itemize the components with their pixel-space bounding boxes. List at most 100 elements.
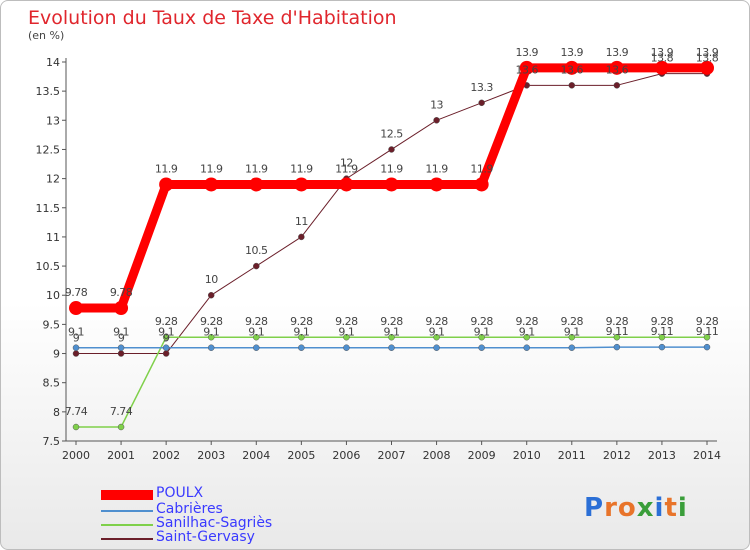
data-label: 9.28: [651, 315, 674, 328]
data-point: [72, 350, 80, 357]
chart-title: Evolution du Taux de Taxe d'Habitation: [28, 7, 397, 29]
data-point: [478, 99, 485, 107]
data-label: 9.78: [65, 286, 88, 299]
data-point: [564, 60, 579, 75]
data-point: [433, 117, 440, 124]
data-label: 13.6: [606, 63, 629, 76]
y-tick-label: 8: [53, 406, 60, 419]
data-point: [388, 333, 395, 341]
logo-letter: i: [654, 493, 665, 523]
data-point: [253, 344, 260, 351]
data-label: 9.28: [335, 315, 358, 328]
legend-label: Saint-Gervasy: [156, 529, 255, 545]
data-label: 13.9: [606, 46, 629, 59]
series-line-3: [76, 73, 707, 355]
data-label: 11.9: [155, 162, 178, 175]
x-tick-label: 2000: [62, 449, 90, 462]
data-label: 13.3: [470, 81, 493, 94]
legend-label: POULX: [156, 485, 204, 501]
data-point: [117, 350, 125, 357]
data-point: [433, 333, 440, 341]
data-label: 9: [163, 332, 170, 345]
x-tick-label: 2009: [468, 449, 496, 462]
data-label: 11.9: [380, 162, 403, 175]
data-point: [162, 344, 170, 351]
y-tick-label: 12: [46, 173, 60, 186]
data-label: 9.1: [384, 326, 400, 339]
data-label: 9.1: [203, 326, 219, 339]
data-point: [207, 344, 215, 351]
data-label: 13.8: [651, 52, 674, 65]
logo-letter: P: [584, 493, 605, 523]
data-label: 9.11: [651, 325, 674, 338]
y-tick-label: 8.5: [43, 377, 61, 390]
data-point: [703, 343, 711, 351]
data-label: 9.11: [606, 325, 629, 338]
data-point: [117, 344, 125, 351]
data-label: 9: [73, 332, 80, 345]
unit-label: (en %): [28, 29, 65, 42]
data-point: [478, 344, 485, 351]
data-point: [117, 423, 125, 431]
data-label: 9.1: [564, 326, 580, 339]
data-label: 9: [118, 332, 125, 345]
y-tick-label: 11: [46, 231, 60, 244]
y-tick-label: 7.5: [43, 435, 61, 448]
data-label: 7.74: [110, 405, 133, 418]
data-point: [568, 344, 576, 351]
data-point: [613, 82, 621, 89]
x-tick-label: 2001: [107, 449, 135, 462]
data-point: [703, 333, 711, 341]
data-label: 11.9: [200, 162, 223, 175]
y-tick-label: 14: [46, 56, 60, 69]
legend-swatch: [101, 524, 153, 526]
logo-letter: x: [636, 493, 655, 523]
y-tick-label: 9.5: [43, 318, 61, 331]
data-point: [339, 177, 354, 192]
data-point: [72, 344, 80, 351]
x-tick-label: 2011: [558, 449, 586, 462]
data-label: 10: [205, 273, 218, 286]
y-tick-label: 13.5: [36, 85, 61, 98]
x-tick-label: 2002: [152, 449, 180, 462]
y-tick-label: 10: [46, 289, 60, 302]
data-label: 9.28: [200, 315, 223, 328]
x-tick-label: 2010: [513, 449, 541, 462]
data-label: 11.9: [245, 162, 268, 175]
data-label: 9.28: [470, 315, 493, 328]
legend-swatch: [101, 490, 153, 500]
data-label: 13: [430, 98, 443, 111]
data-label: 9.1: [113, 326, 129, 339]
legend-label: Sanilhac-Sagriès: [156, 515, 273, 531]
x-tick-label: 2012: [603, 449, 631, 462]
data-point: [294, 177, 309, 192]
data-point: [658, 333, 666, 341]
data-label: 9.1: [474, 326, 490, 339]
y-tick-label: 11.5: [36, 202, 61, 215]
y-tick-label: 9: [53, 348, 60, 361]
data-label: 9.1: [519, 326, 535, 339]
data-label: 13.6: [515, 63, 538, 76]
data-label: 9.78: [110, 286, 133, 299]
data-point: [609, 60, 624, 75]
data-point: [613, 343, 621, 351]
y-tick-label: 13: [46, 114, 60, 127]
x-tick-label: 2014: [693, 449, 721, 462]
data-point: [384, 177, 399, 192]
logo-letter: o: [617, 493, 637, 523]
data-point: [298, 344, 305, 351]
x-tick-label: 2008: [423, 449, 451, 462]
data-point: [568, 82, 576, 89]
data-label: 9.28: [696, 315, 719, 328]
data-point: [388, 344, 395, 351]
data-label: 13.9: [696, 46, 719, 59]
data-point: [253, 333, 260, 341]
data-label: 13.6: [561, 63, 584, 76]
data-point: [343, 333, 350, 341]
legend-label: Cabrières: [156, 501, 223, 517]
data-label: 9.28: [290, 315, 313, 328]
data-label: 11: [295, 215, 308, 228]
data-label: 11.9: [470, 162, 493, 175]
data-label: 11.9: [335, 162, 358, 175]
data-point: [613, 333, 621, 341]
